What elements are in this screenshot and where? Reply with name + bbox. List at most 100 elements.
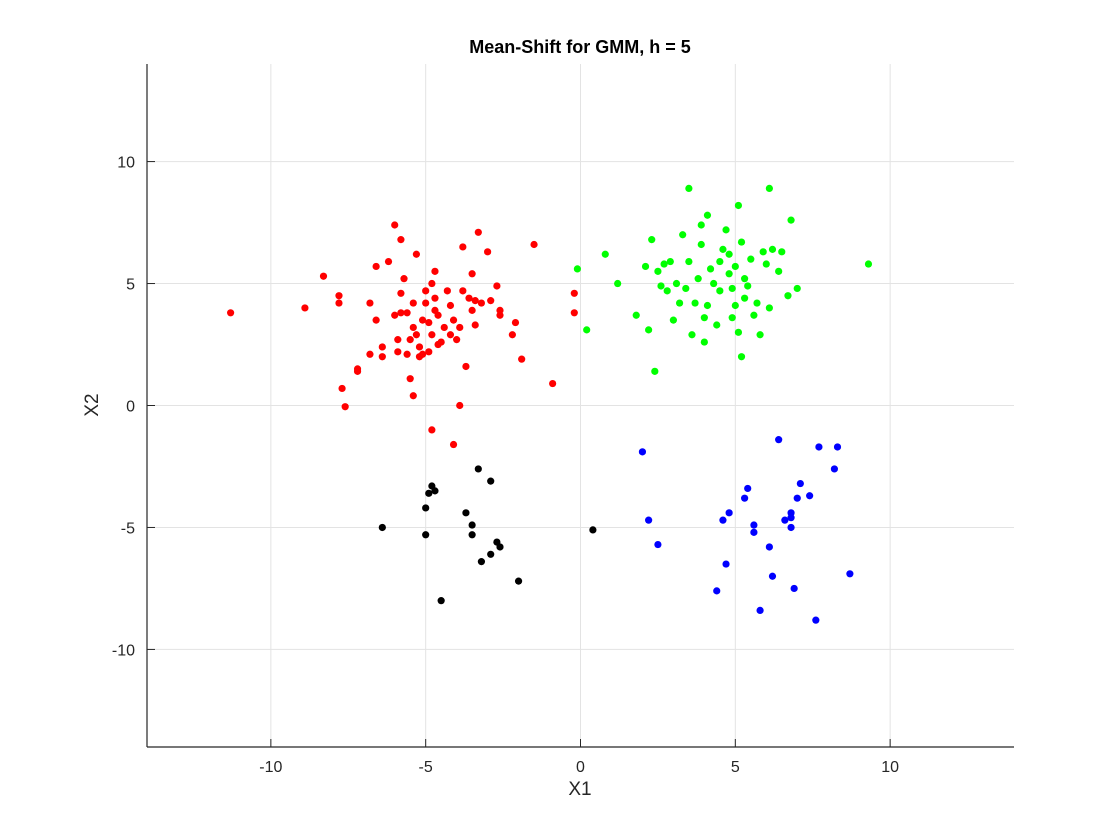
scatter-point — [734, 201, 743, 210]
scatter-point — [372, 262, 380, 271]
scatter-point — [487, 477, 495, 485]
scatter-point — [431, 294, 439, 302]
scatter-point — [654, 267, 662, 275]
scatter-point — [648, 236, 656, 244]
scatter-point — [437, 338, 445, 346]
scatter-point — [468, 521, 476, 529]
scatter-point — [384, 257, 393, 266]
scatter-point — [815, 443, 823, 451]
tick-labels: -10 -5 0 5 10 -10 -5 0 5 10 — [112, 155, 899, 776]
scatter-point — [716, 257, 724, 266]
scatter-point — [397, 236, 405, 244]
scatter-point — [583, 326, 591, 334]
scatter-point — [511, 318, 520, 327]
series-3 — [378, 465, 597, 605]
scatter-point — [781, 516, 789, 524]
scatter-point — [391, 221, 399, 229]
scatter-point — [679, 231, 687, 239]
scatter-point — [753, 299, 761, 307]
scatter-point — [737, 238, 746, 246]
scatter-point — [437, 597, 445, 605]
scatter-point — [425, 489, 433, 497]
scatter-point — [697, 240, 705, 249]
scatter-point — [685, 184, 693, 193]
scatter-point — [468, 306, 476, 314]
scatter-point — [812, 616, 820, 624]
scatter-point — [403, 309, 411, 317]
scatter-point — [688, 331, 696, 339]
scatter-point — [775, 267, 783, 275]
scatter-point — [793, 494, 801, 502]
scatter-point — [425, 318, 433, 327]
scatter-point — [864, 260, 873, 268]
series-1 — [573, 184, 873, 375]
scatter-point — [778, 248, 786, 256]
scatter-point — [787, 216, 795, 224]
scatter-point — [409, 299, 417, 307]
scatter-point — [459, 243, 467, 251]
scatter-point — [409, 392, 417, 400]
scatter-point — [366, 350, 374, 358]
scatter-point — [589, 526, 597, 534]
scatter-point — [846, 570, 854, 578]
scatter-point — [335, 292, 343, 300]
scatter-point — [549, 379, 557, 388]
scatter-point — [406, 336, 414, 344]
scatter-point — [431, 487, 439, 495]
scatter-point — [422, 287, 430, 295]
scatter-point — [394, 348, 402, 356]
scatter-point — [468, 270, 476, 278]
scatter-point — [477, 299, 486, 307]
scatter-point — [378, 353, 386, 361]
scatter-point — [487, 550, 495, 558]
scatter-point — [793, 284, 801, 293]
scatter-point — [422, 504, 430, 512]
scatter-point — [741, 494, 749, 502]
scatter-point — [703, 211, 712, 219]
scatter-point — [651, 367, 659, 375]
scatter-point — [672, 279, 681, 288]
scatter-point — [759, 248, 767, 256]
scatter-point — [415, 343, 424, 351]
scatter-point — [660, 260, 668, 268]
scatter-point — [703, 301, 712, 310]
axes — [146, 64, 1014, 748]
scatter-point — [722, 226, 730, 234]
scatter-point — [750, 521, 758, 529]
scatter-point — [741, 275, 749, 283]
scatter-point — [762, 260, 770, 268]
scatter-point — [787, 523, 795, 532]
scatter-point — [338, 384, 346, 393]
scatter-point — [691, 299, 699, 307]
y-tick-label: 10 — [117, 155, 135, 172]
x-axis-label: X1 — [568, 779, 591, 800]
scatter-point — [728, 314, 736, 322]
x-tick-label: 0 — [576, 759, 585, 776]
scatter-point — [713, 587, 721, 595]
scatter-point — [418, 316, 427, 324]
scatter-point — [434, 311, 442, 319]
scatter-point — [765, 304, 773, 312]
scatter-point — [663, 287, 671, 295]
scatter-point — [496, 543, 504, 551]
scatter-point — [422, 531, 430, 539]
x-tick-label: -5 — [419, 759, 433, 776]
scatter-point — [750, 311, 758, 319]
scatter-point — [372, 316, 380, 324]
x-tick-label: 10 — [881, 759, 899, 776]
y-tick-label: 5 — [126, 277, 135, 294]
scatter-point — [768, 572, 777, 580]
scatter-point — [765, 543, 773, 551]
scatter-point — [409, 323, 417, 332]
scatter-point — [744, 282, 752, 290]
grid-lines — [147, 64, 1014, 747]
scatter-point — [227, 309, 235, 317]
scatter-point — [756, 331, 764, 339]
scatter-point — [645, 326, 653, 334]
scatter-point — [459, 287, 467, 295]
scatter-point — [449, 316, 458, 324]
scatter-point — [341, 403, 349, 411]
scatter-point — [722, 560, 730, 568]
y-tick-label: -10 — [112, 642, 135, 659]
